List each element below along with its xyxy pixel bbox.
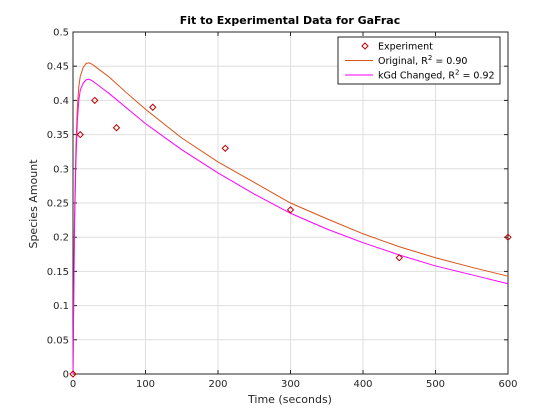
x-tick-label: 300 <box>281 379 300 390</box>
y-axis-label: Species Amount <box>27 159 40 249</box>
y-tick-label: 0.2 <box>53 233 69 244</box>
legend-marker-0 <box>361 42 369 50</box>
x-tick-label: 0 <box>70 379 76 390</box>
y-tick-label: 0.05 <box>47 335 69 346</box>
experiment-point <box>504 233 512 241</box>
legend-name: kGd Changed, R <box>378 71 455 82</box>
x-axis-label: Time (seconds) <box>247 393 332 406</box>
chart-title: Fit to Experimental Data for GaFrac <box>180 14 400 27</box>
experiment-point <box>221 144 229 152</box>
y-tick-label: 0.3 <box>53 164 69 175</box>
legend-r2-value: = 0.92 <box>459 71 494 82</box>
experiment-point <box>76 130 84 139</box>
legend-superscript: 2 <box>455 69 459 77</box>
x-tick-label: 100 <box>136 379 155 390</box>
series-line-1 <box>72 62 509 375</box>
legend-label-2: kGd Changed, R2 = 0.92 <box>378 69 495 82</box>
y-tick-label: 0.5 <box>53 28 69 39</box>
experiment-point <box>149 103 157 111</box>
y-tick-label: 0.25 <box>47 199 69 210</box>
x-tick-label: 200 <box>208 379 227 390</box>
legend-r2-value: = 0.90 <box>432 56 467 67</box>
legend-name: Experiment <box>378 42 433 53</box>
y-tick-label: 0.45 <box>47 62 69 73</box>
legend-name: Original, R <box>378 56 428 67</box>
experiment-point <box>69 370 77 378</box>
x-tick-label: 500 <box>426 379 445 390</box>
x-tick-label: 400 <box>353 379 372 390</box>
series <box>69 62 512 378</box>
legend-label-1: Original, R2 = 0.90 <box>378 54 467 67</box>
series-line-2 <box>72 78 509 375</box>
x-tick-label: 600 <box>498 379 517 390</box>
y-tick-label: 0 <box>63 370 69 381</box>
legend-superscript: 2 <box>428 54 432 62</box>
y-tick-label: 0.1 <box>53 301 69 312</box>
legend-label-0: Experiment <box>378 42 433 53</box>
experiment-point <box>91 96 99 105</box>
experiment-point <box>112 124 121 132</box>
experiment-point <box>395 254 403 262</box>
y-tick-label: 0.4 <box>53 96 69 107</box>
ticks: 0 100 200 300 400 500 600 0 0.05 0.1 0.15 0.2 0.25 0.… <box>47 28 518 391</box>
y-tick-label: 0.15 <box>47 267 69 278</box>
experiment-point <box>286 206 295 214</box>
y-tick-label: 0.35 <box>47 130 69 141</box>
